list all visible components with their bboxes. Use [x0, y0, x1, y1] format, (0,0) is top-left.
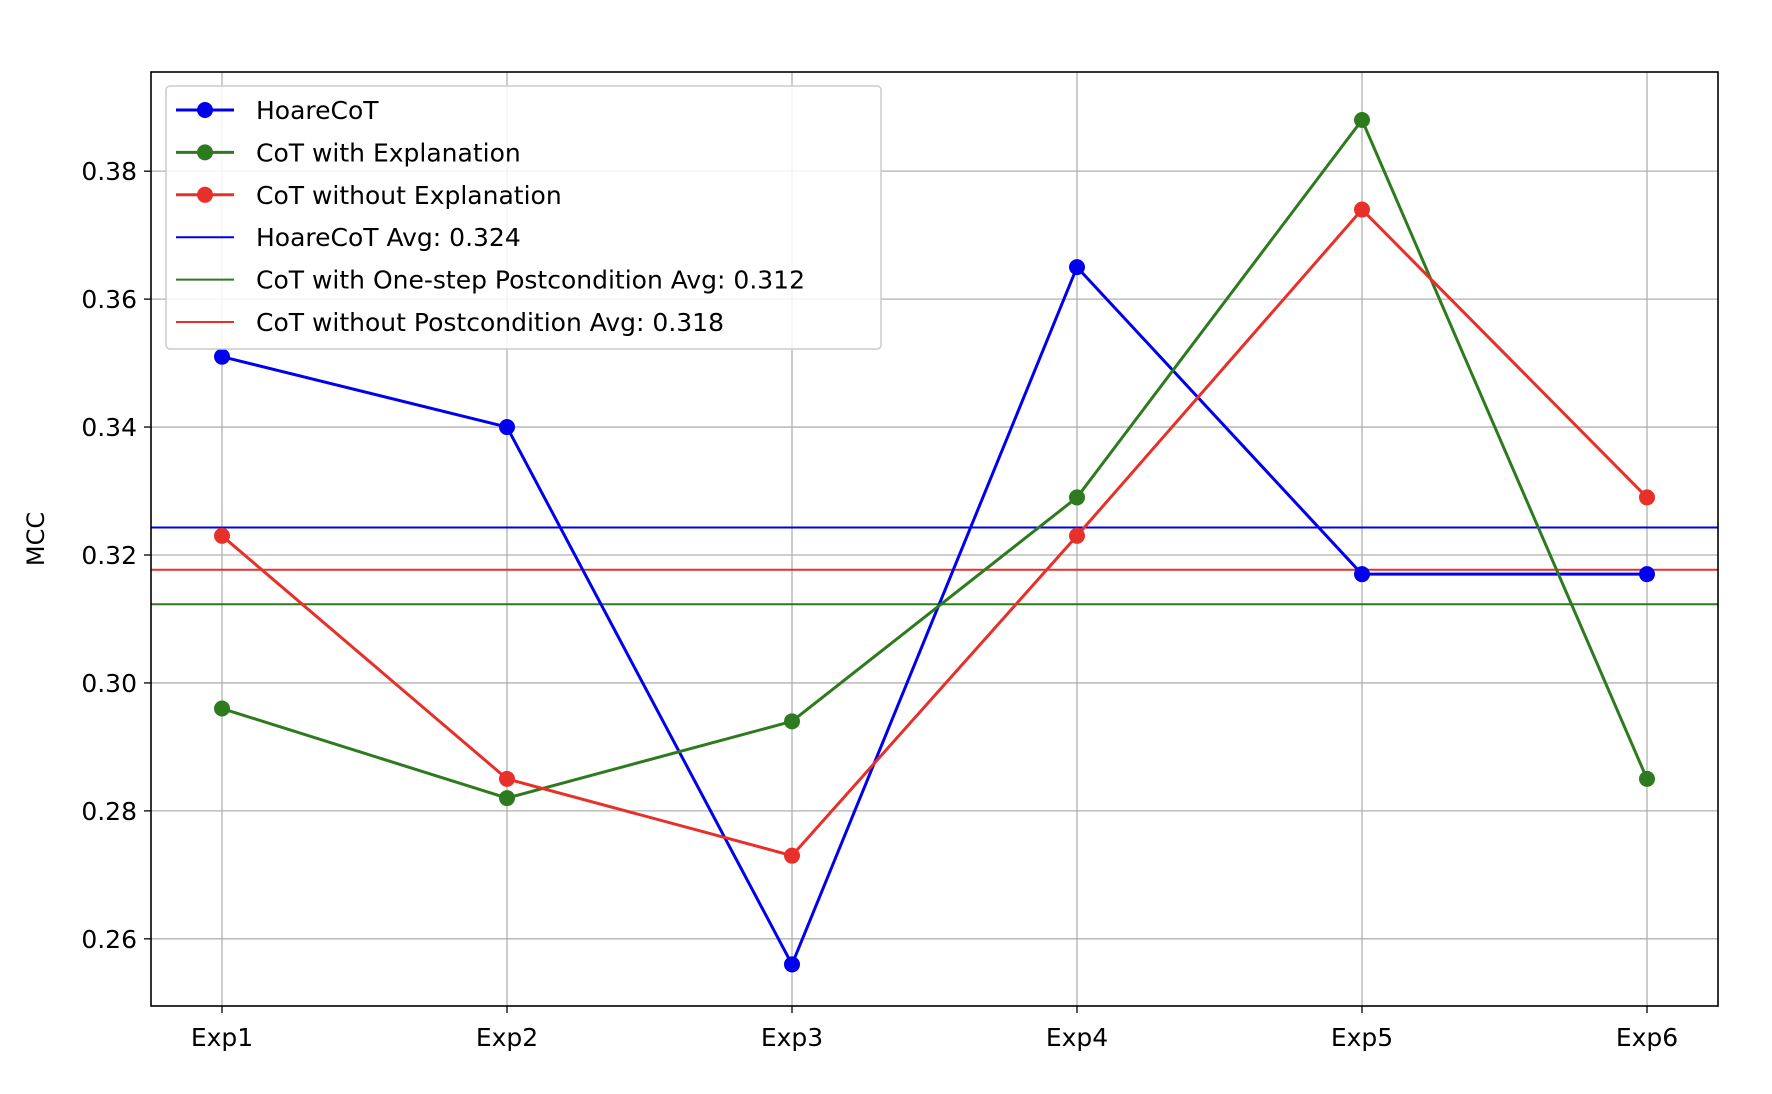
data-point — [1639, 770, 1655, 787]
data-point — [214, 700, 230, 717]
y-tick-label: 0.34 — [81, 413, 137, 442]
y-tick-label: 0.30 — [81, 669, 137, 698]
x-tick-label: Exp5 — [1331, 1023, 1393, 1052]
legend-marker — [197, 144, 213, 161]
data-point — [784, 713, 800, 730]
series-lines — [214, 111, 1655, 973]
data-point — [1354, 566, 1370, 583]
data-point — [1069, 489, 1085, 506]
data-point — [784, 956, 800, 973]
data-point — [1354, 111, 1370, 128]
series-line — [221, 118, 1649, 800]
y-tick-label: 0.36 — [81, 285, 137, 314]
series-line — [221, 265, 1647, 966]
x-tick-label: Exp1 — [191, 1023, 253, 1052]
data-point — [499, 790, 515, 807]
legend-label: CoT with One-step Postcondition Avg: 0.3… — [256, 266, 805, 295]
legend-label: HoareCoT — [256, 96, 379, 125]
x-tick-label: Exp3 — [761, 1023, 823, 1052]
y-tick-label: 0.32 — [81, 541, 137, 570]
legend-marker — [197, 102, 213, 118]
data-point — [499, 770, 515, 787]
legend-label: HoareCoT Avg: 0.324 — [256, 223, 521, 252]
x-tick-label: Exp4 — [1046, 1023, 1108, 1052]
data-point — [499, 419, 515, 436]
legend-label: CoT without Explanation — [256, 181, 562, 210]
data-point — [214, 527, 230, 544]
x-tick-label: Exp2 — [476, 1023, 538, 1052]
legend-label: CoT with Explanation — [256, 138, 521, 167]
plot-area-frame — [150, 71, 1719, 1007]
axis-ticks: Exp1 Exp2 Exp3 Exp4 Exp5 Exp6 0.26 0.28 0.30 0.32… — [81, 157, 1678, 1052]
data-point — [1639, 566, 1655, 583]
data-point — [214, 348, 230, 365]
average-lines — [151, 526, 1718, 606]
legend-label: CoT without Postcondition Avg: 0.318 — [256, 308, 724, 337]
data-point — [784, 847, 800, 864]
data-point — [1639, 489, 1655, 506]
series-line — [221, 208, 1649, 858]
y-tick-label: 0.28 — [81, 797, 137, 826]
legend-marker — [197, 186, 213, 203]
y-axis-label: MCC — [22, 512, 50, 566]
y-tick-label: 0.26 — [81, 925, 137, 954]
data-point — [1354, 201, 1370, 218]
y-tick-label: 0.38 — [81, 157, 137, 186]
legend: HoareCoT CoT with Explanation CoT without … — [165, 85, 882, 350]
x-tick-label: Exp6 — [1616, 1023, 1678, 1052]
data-point — [1069, 527, 1085, 544]
legend-box — [165, 85, 882, 350]
data-point — [1069, 259, 1085, 276]
